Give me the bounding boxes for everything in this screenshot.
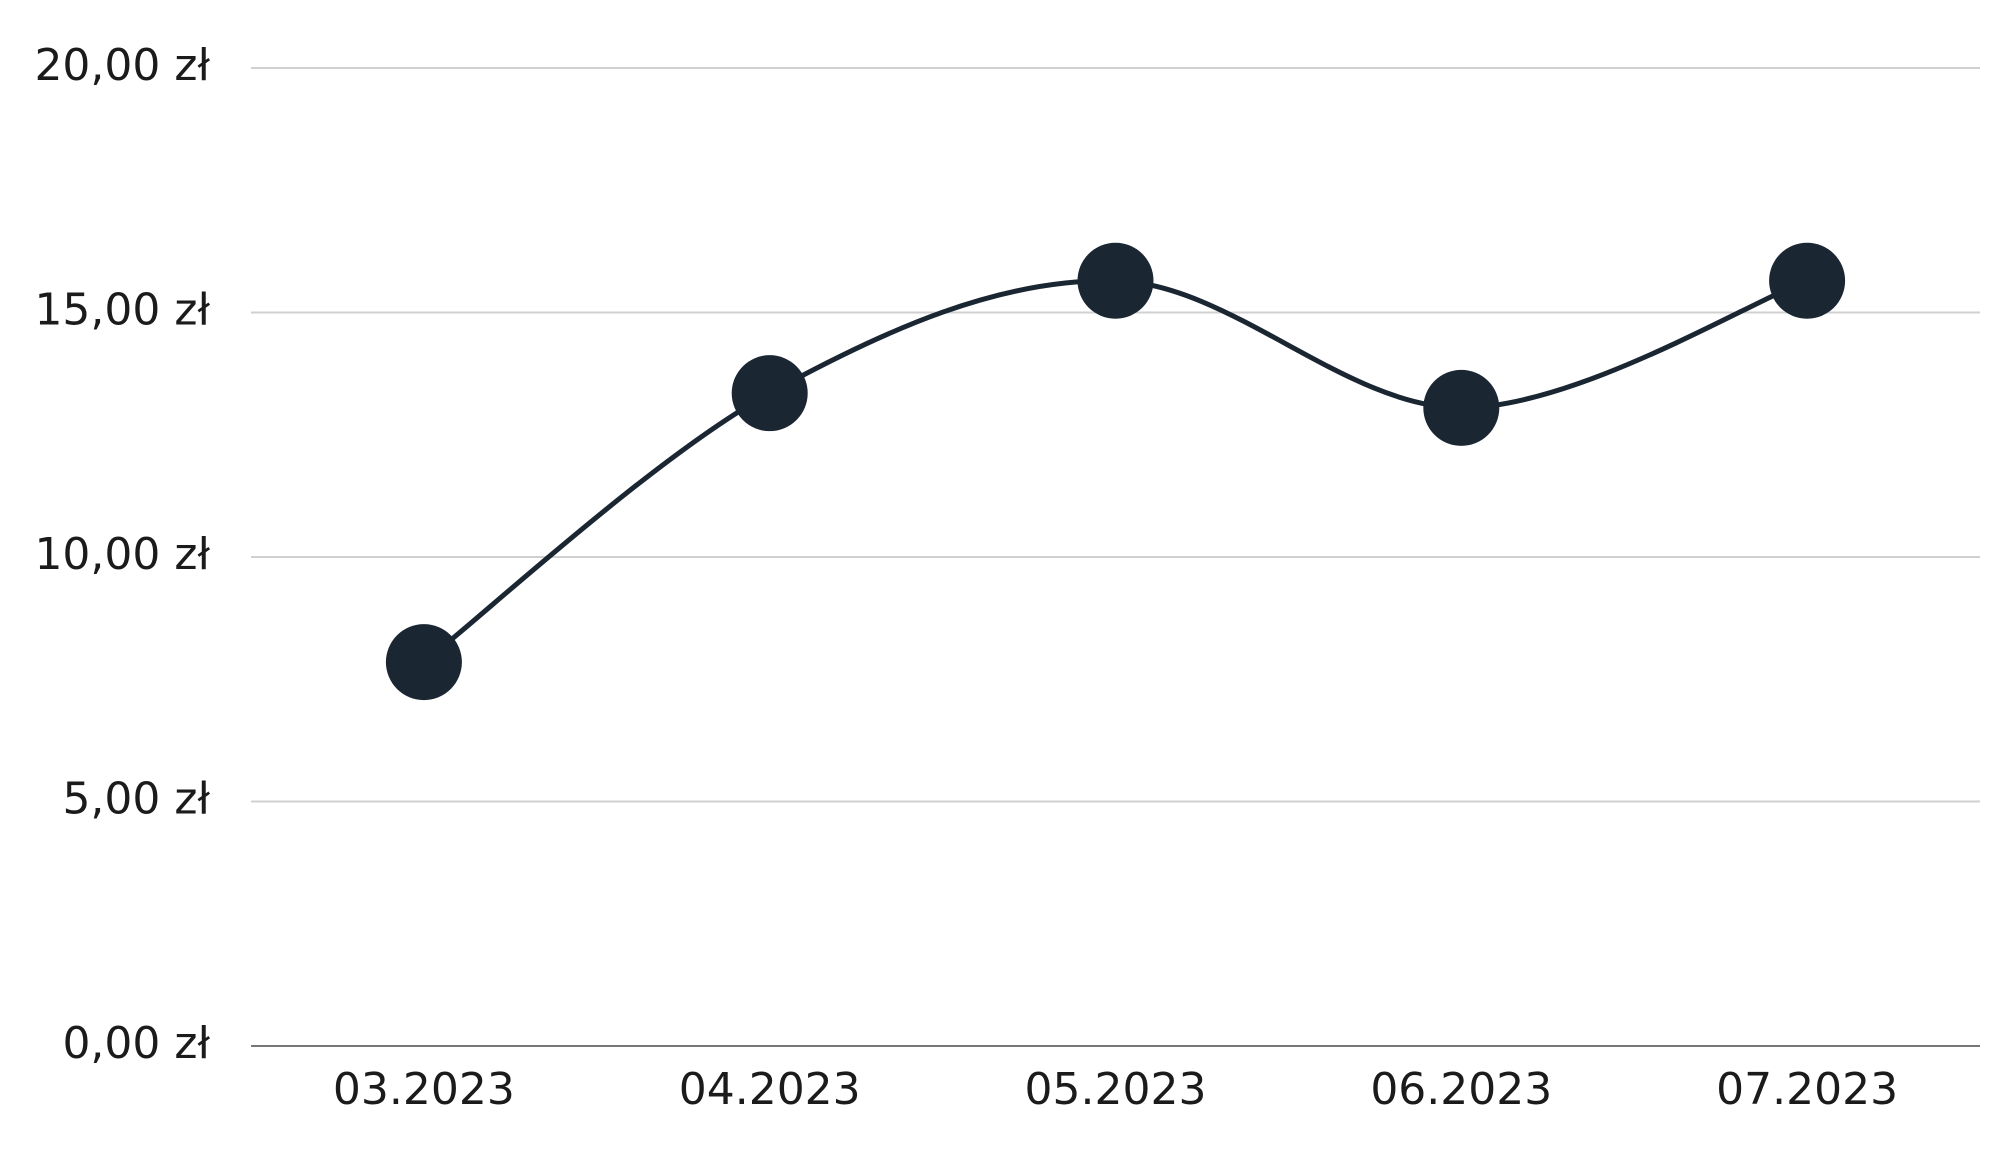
point	[385, 624, 462, 701]
y-tick-label: 20,00 zł	[34, 40, 210, 91]
y-tick-label: 15,00 zł	[34, 285, 210, 336]
point	[1077, 242, 1154, 319]
point	[731, 355, 808, 432]
x-tick-label: 04.2023	[679, 1064, 861, 1115]
point	[1769, 242, 1846, 319]
y-tick-label: 0,00 zł	[62, 1018, 210, 1069]
x-tick-label: 06.2023	[1370, 1064, 1552, 1115]
point	[1423, 369, 1500, 446]
x-tick-label: 03.2023	[333, 1064, 515, 1115]
y-tick-label: 5,00 zł	[62, 774, 210, 825]
x-tick-label: 07.2023	[1716, 1064, 1898, 1115]
line	[422, 278, 1808, 665]
y-tick-label: 10,00 zł	[34, 529, 210, 580]
x-tick-label: 05.2023	[1025, 1064, 1207, 1115]
